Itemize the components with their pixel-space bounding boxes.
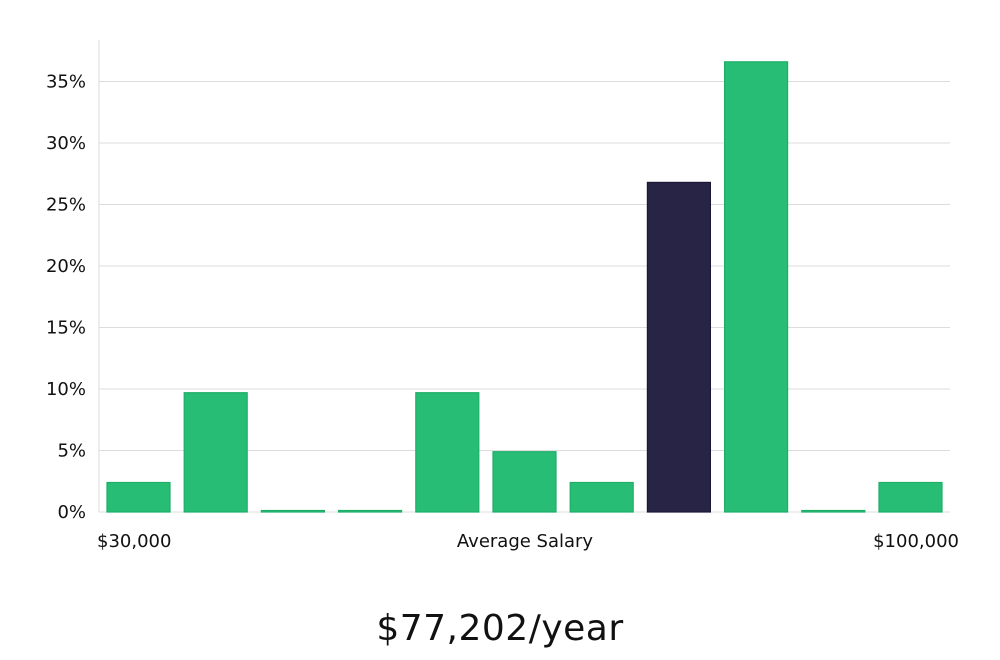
bar [723,61,789,513]
bar [183,392,248,513]
y-tick-label: 5% [57,441,86,462]
bar [338,509,403,513]
bar [415,392,480,513]
x-max-label: $100,000 [873,531,959,552]
y-tick-label: 25% [46,195,86,216]
bar [260,509,325,513]
salary-histogram: 0% 5% 10% 15% 20% 25% 30% 35% $30,000 Average S… [46,40,959,552]
y-tick-label: 30% [46,133,86,154]
y-tick-label: 0% [57,502,86,523]
y-tick-label: 35% [46,72,86,93]
average-salary-value: $77,202/year [376,608,624,649]
bars [106,61,943,513]
y-tick-label: 20% [46,256,86,277]
bar [106,481,171,513]
bar [492,451,557,513]
bar [569,481,634,513]
bar [878,481,943,513]
bar-highlighted [646,181,712,513]
x-axis-title: Average Salary [457,531,594,552]
bar [801,509,866,513]
x-min-label: $30,000 [97,531,171,552]
y-tick-labels: 0% 5% 10% 15% 20% 25% 30% 35% [46,72,86,524]
y-tick-label: 15% [46,318,86,339]
y-tick-label: 10% [46,379,86,400]
